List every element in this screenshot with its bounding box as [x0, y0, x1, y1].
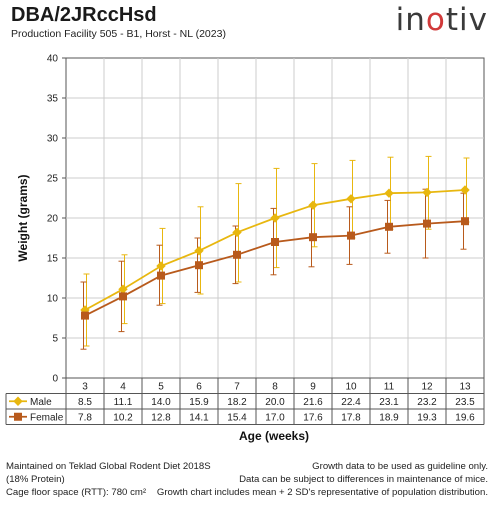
x-tick-label: 11	[384, 382, 395, 393]
x-tick-label: 4	[120, 382, 126, 393]
legend-marker-female	[14, 412, 22, 421]
table-cell-value: 21.6	[303, 397, 323, 408]
x-tick-label: 9	[310, 382, 316, 393]
y-tick-label: 30	[47, 134, 59, 145]
table-cell-value: 17.0	[265, 413, 285, 424]
chart-title: DBA/2JRccHsd	[11, 4, 157, 26]
y-axis-label: Weight (grams)	[16, 174, 30, 261]
data-point-female	[119, 292, 127, 301]
footer-notes-left: Maintained on Teklad Global Rodent Diet …	[6, 460, 211, 499]
x-tick-label: 6	[196, 382, 202, 393]
data-point-female	[347, 231, 355, 240]
x-tick-label: 10	[345, 382, 357, 393]
legend-label-female: Female	[30, 413, 64, 424]
y-tick-label: 35	[47, 94, 59, 105]
table-cell-value: 18.2	[227, 397, 247, 408]
footer-notes-right: Growth data to be used as guideline only…	[157, 460, 488, 499]
data-point-male	[118, 284, 128, 294]
table-cell-value: 23.2	[417, 397, 437, 408]
data-point-male	[346, 194, 356, 204]
footer-left-line: Cage floor space (RTT): 780 cm²	[6, 487, 147, 498]
data-point-male	[384, 188, 394, 198]
growth-chart: 0 5 10 15 20 25 30 35 40 3 4 5 6 7 8 9 10 11 12 13 Male 8.5 1…	[5, 54, 485, 443]
x-tick-label: 5	[158, 382, 164, 393]
x-tick-label: 13	[459, 382, 471, 393]
data-point-male	[460, 185, 470, 195]
y-tick-label: 40	[47, 54, 59, 65]
data-point-female	[385, 222, 393, 231]
x-tick-label: 7	[234, 382, 240, 393]
data-point-female	[233, 250, 241, 259]
data-point-female	[461, 217, 469, 226]
y-axis: 0 5 10 15 20 25 30 35 40	[47, 54, 66, 385]
data-point-female	[423, 219, 431, 228]
y-tick-label: 25	[47, 174, 59, 185]
error-bars	[80, 155, 470, 350]
footer-left-line: Maintained on Teklad Global Rodent Diet …	[6, 461, 211, 472]
table-cell-value: 20.0	[265, 397, 285, 408]
table-cell-value: 7.8	[78, 413, 92, 424]
footer-left-line: (18% Protein)	[6, 474, 65, 485]
footer-right-line: Data can be subject to differences in ma…	[239, 474, 488, 485]
y-tick-label: 5	[52, 334, 58, 345]
table-cell-value: 11.1	[114, 397, 133, 408]
data-point-male	[308, 200, 318, 210]
table-cell-value: 23.5	[455, 397, 475, 408]
y-tick-label: 20	[47, 214, 59, 225]
table-cell-value: 10.2	[113, 413, 133, 424]
y-tick-label: 15	[47, 254, 59, 265]
inotiv-logo: inotiv	[396, 2, 488, 38]
logo-text-end: tiv	[445, 2, 488, 38]
legend-marker-male	[13, 396, 23, 406]
data-table: 3 4 5 6 7 8 9 10 11 12 13 Male 8.5 11.1 14.0 15.9 18.2 20…	[5, 377, 485, 425]
table-cell-value: 15.9	[189, 397, 209, 408]
data-point-female	[309, 233, 317, 242]
data-point-female	[157, 271, 165, 280]
table-cell-value: 14.1	[189, 413, 209, 424]
y-tick-label: 10	[47, 294, 59, 305]
y-tick-label: 0	[52, 374, 58, 385]
table-cell-value: 19.3	[417, 413, 437, 424]
footer-right-line: Growth chart includes mean + 2 SD's repr…	[156, 487, 488, 498]
table-cell-value: 17.6	[303, 413, 323, 424]
table-cell-value: 17.8	[341, 413, 361, 424]
table-cell-value: 22.4	[341, 397, 361, 408]
data-point-female	[271, 238, 279, 246]
x-axis-label: Age (weeks)	[239, 429, 309, 443]
data-point-male	[422, 187, 432, 198]
footer-right-line: Growth data to be used as guideline only…	[312, 461, 488, 472]
data-point-female	[81, 311, 89, 320]
x-tick-label: 8	[272, 382, 278, 393]
table-cell-value: 14.0	[151, 397, 171, 408]
x-tick-label: 12	[421, 382, 433, 393]
table-cell-value: 8.5	[78, 397, 92, 408]
data-point-male	[194, 246, 204, 256]
series-markers	[80, 185, 470, 320]
data-point-male	[156, 261, 166, 271]
data-point-female	[195, 261, 203, 270]
table-cell-value: 19.6	[455, 413, 475, 424]
logo-text-accent: o	[425, 2, 446, 38]
table-cell-value: 15.4	[227, 413, 247, 424]
data-point-male	[232, 227, 242, 238]
table-cell-value: 12.8	[151, 413, 171, 424]
chart-subtitle: Production Facility 505 - B1, Horst - NL…	[11, 28, 226, 40]
table-cell-value: 23.1	[379, 397, 399, 408]
table-cell-value: 18.9	[379, 413, 399, 424]
x-tick-label: 3	[82, 382, 88, 393]
logo-text-start: in	[395, 2, 426, 38]
legend-label-male: Male	[30, 397, 52, 408]
data-point-male	[270, 213, 280, 223]
